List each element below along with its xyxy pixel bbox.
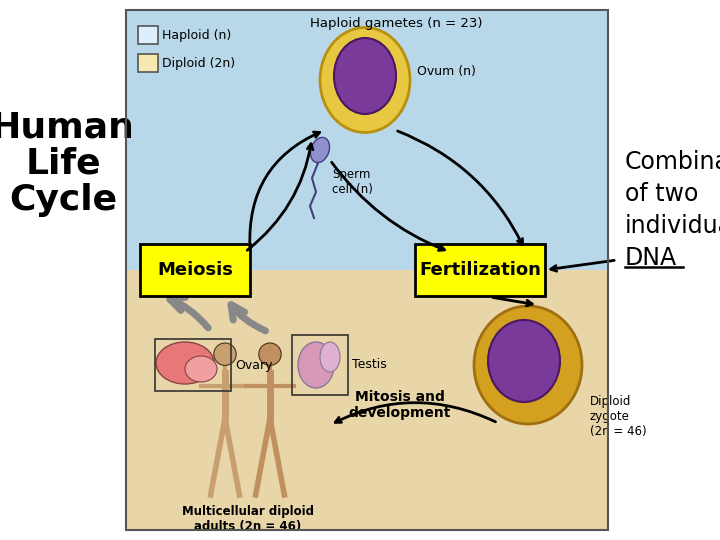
Ellipse shape: [488, 320, 560, 402]
Ellipse shape: [320, 342, 340, 372]
Ellipse shape: [310, 137, 330, 163]
Text: of two: of two: [625, 182, 698, 206]
Text: Ovum (n): Ovum (n): [417, 65, 476, 78]
Ellipse shape: [320, 28, 410, 132]
Bar: [138, 54, 158, 72]
Text: Diploid (2n): Diploid (2n): [162, 57, 235, 70]
Text: Mitosis and
development: Mitosis and development: [348, 390, 451, 420]
Bar: [292, 335, 348, 395]
Ellipse shape: [298, 342, 334, 388]
Text: Testis: Testis: [352, 359, 387, 372]
Text: Diploid
zygote
(2n = 46): Diploid zygote (2n = 46): [590, 395, 647, 438]
Bar: [140, 244, 250, 296]
Ellipse shape: [334, 38, 396, 114]
Text: Combination: Combination: [625, 150, 720, 174]
Text: DNA: DNA: [625, 246, 677, 270]
Text: Multicellular diploid
adults (2n = 46): Multicellular diploid adults (2n = 46): [182, 505, 314, 533]
Bar: [415, 244, 545, 296]
Bar: [126, 10, 608, 270]
Ellipse shape: [185, 356, 217, 382]
Text: Meiosis: Meiosis: [157, 261, 233, 279]
Text: Fertilization: Fertilization: [419, 261, 541, 279]
Bar: [126, 10, 608, 530]
Bar: [126, 270, 608, 530]
Text: Sperm
cell (n): Sperm cell (n): [332, 168, 373, 196]
Text: Ovary: Ovary: [235, 359, 272, 372]
Text: Haploid gametes (n = 23): Haploid gametes (n = 23): [310, 17, 482, 30]
Text: Human
Life
Cycle: Human Life Cycle: [0, 110, 135, 218]
Ellipse shape: [156, 342, 214, 384]
Bar: [155, 339, 231, 391]
Text: individuals: individuals: [625, 214, 720, 238]
Ellipse shape: [474, 306, 582, 424]
Circle shape: [214, 343, 236, 366]
Circle shape: [258, 343, 282, 366]
Bar: [138, 26, 158, 44]
Text: Haploid (n): Haploid (n): [162, 29, 231, 42]
